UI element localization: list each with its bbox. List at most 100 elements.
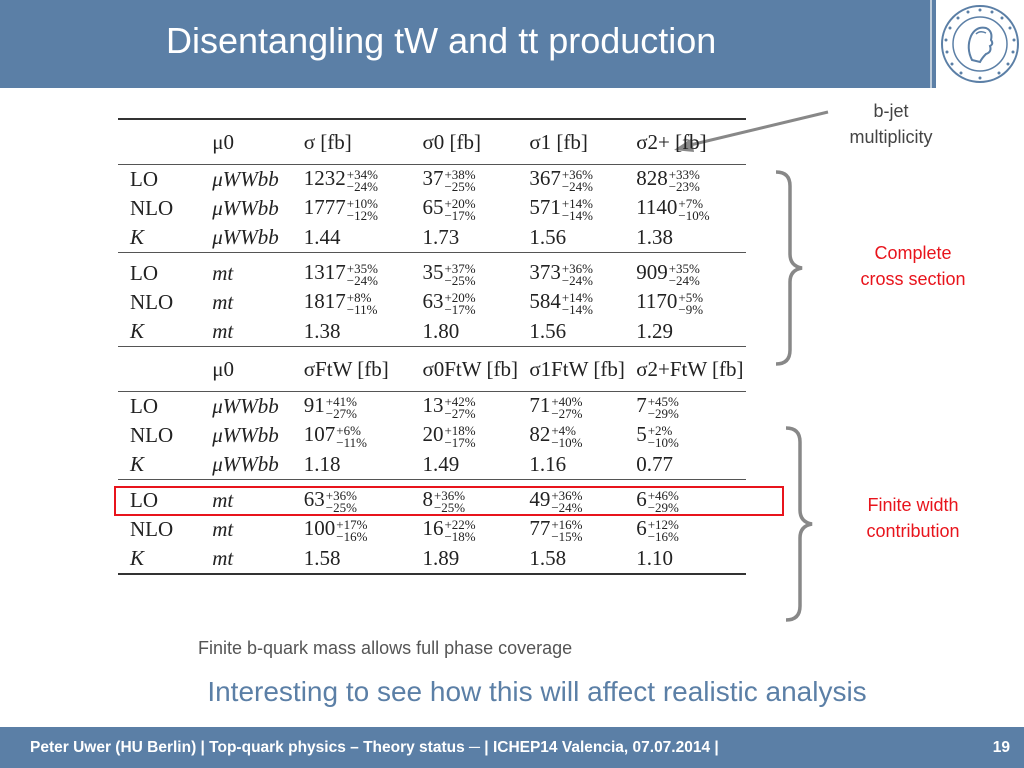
order-cell: NLO	[130, 423, 174, 447]
central-value: 1170	[636, 289, 678, 314]
uncertainty: +36% −24%	[561, 260, 593, 287]
value-cell: 909 +35% −24%	[636, 252, 746, 288]
uncertainty: +2% −10%	[647, 424, 679, 450]
central-value: 1.58	[529, 546, 567, 570]
uncertainty-up: +12%	[647, 516, 679, 532]
value-cell: 1.29	[636, 317, 746, 347]
order-cell: K	[130, 452, 145, 476]
uncertainty-down: −10%	[647, 434, 679, 450]
header-cell: σ2+ [fb]	[636, 118, 746, 165]
central-value: 5	[636, 422, 647, 447]
label-line: cross section	[860, 269, 966, 289]
scale-cell: mt	[212, 517, 234, 541]
central-value: 571	[529, 195, 561, 220]
uncertainty-up: +36%	[561, 166, 593, 182]
uncertainty-up: +46%	[647, 487, 679, 503]
table-row: LO mt 63 +36% −25% 8 +36% −25% 49 +36% −24% 6 +46% −2…	[118, 479, 746, 515]
uncertainty-down: −27%	[551, 405, 583, 421]
value-cell: 1.58	[303, 544, 423, 575]
scale-cell: μWWbb	[212, 196, 279, 220]
central-value: 1.38	[303, 319, 341, 343]
footer-text: Peter Uwer (HU Berlin) | Top-quark physi…	[30, 739, 719, 756]
uncertainty-down: −24%	[668, 272, 700, 288]
brace-icon	[775, 170, 803, 366]
central-value: 1.56	[529, 225, 567, 249]
footnote: Finite b-quark mass allows full phase co…	[198, 638, 573, 658]
uncertainty: +20% −17%	[444, 291, 475, 316]
uncertainty: +36% −25%	[326, 489, 357, 514]
uncertainty: +46% −29%	[647, 487, 679, 514]
value-cell: 1777 +10% −12%	[304, 194, 423, 223]
central-value: 1.49	[422, 452, 460, 476]
uncertainty-up: +37%	[444, 260, 476, 276]
header-cell: σ0FtW [fb]	[422, 346, 530, 392]
header-cell: σFtW [fb]	[303, 346, 423, 392]
uncertainty-up: +45%	[647, 393, 679, 409]
header-cell: σ1 [fb]	[529, 118, 637, 165]
scale-cell: μWWbb	[212, 225, 279, 249]
uncertainty-down: −17%	[444, 434, 476, 450]
value-cell: 1.80	[422, 317, 529, 347]
uncertainty: +36% −24%	[551, 489, 582, 514]
uncertainty-down: −24%	[561, 178, 593, 194]
uncertainty: +7% −10%	[678, 197, 709, 222]
value-cell: 1.38	[304, 317, 423, 347]
uncertainty-up: +36%	[561, 260, 593, 276]
central-value: 1.80	[422, 319, 460, 343]
uncertainty-down: −14%	[561, 301, 593, 317]
central-value: 1817	[303, 289, 346, 314]
value-cell: 1140 +7% −10%	[636, 194, 746, 223]
uncertainty: +10% −12%	[347, 197, 378, 222]
header-cell: μ0	[212, 346, 304, 392]
value-cell: 63 +20% −17%	[422, 288, 529, 317]
uncertainty: +42% −27%	[444, 395, 475, 420]
uncertainty-up: +22%	[444, 516, 476, 532]
central-value: 909	[636, 260, 668, 285]
uncertainty: +38% −25%	[444, 168, 475, 193]
order-cell: K	[130, 225, 145, 249]
value-cell: 584 +14% −14%	[529, 288, 636, 317]
uncertainty-up: +14%	[561, 195, 593, 211]
header-cell	[118, 118, 213, 165]
cross-section-table-container: μ0 σ [fb] σ0 [fb] σ1 [fb] σ2+ [fb] LO μWWbb 123…	[118, 118, 746, 626]
uncertainty-up: +20%	[444, 195, 476, 211]
value-cell: 107 +6% −11%	[304, 421, 423, 450]
table-row: LO mt 1317 +35% −24% 35 +37% −25% 373 +36% −24% 909…	[118, 252, 746, 288]
value-cell: 1232 +34% −24%	[303, 164, 423, 194]
scale-cell: mt	[212, 544, 304, 575]
central-value: 1140	[636, 195, 678, 220]
value-cell: 20 +18% −17%	[422, 421, 529, 450]
scale-cell: mt	[212, 319, 234, 343]
central-value: 63	[303, 487, 325, 512]
central-value: 91	[303, 393, 325, 418]
uncertainty-up: +16%	[551, 516, 583, 532]
label-line: multiplicity	[849, 127, 933, 147]
uncertainty: +37% −25%	[444, 260, 476, 287]
label-line: Finite width	[867, 495, 959, 515]
central-value: 828	[636, 166, 668, 191]
table-header-row: μ0 σ [fb] σ0 [fb] σ1 [fb] σ2+ [fb]	[118, 118, 746, 165]
university-seal-logo	[936, 0, 1024, 88]
uncertainty-down: −14%	[561, 207, 593, 223]
central-value: 1.18	[303, 452, 341, 476]
uncertainty: +14% −14%	[561, 195, 593, 223]
value-cell: 1317 +35% −24%	[303, 252, 423, 288]
order-cell: LO	[118, 164, 213, 194]
header-cell: σ1FtW [fb]	[529, 346, 637, 392]
uncertainty-down: −24%	[346, 178, 378, 194]
value-cell: 6 +46% −29%	[636, 479, 746, 515]
value-cell: 1.16	[529, 450, 636, 480]
table-row: NLO μWWbb 1777 +10% −12% 65 +20% −17% 571 +14% −14…	[118, 194, 746, 223]
value-cell: 367 +36% −24%	[529, 164, 637, 194]
value-cell: 571 +14% −14%	[529, 194, 636, 223]
uncertainty: +5% −9%	[678, 291, 703, 316]
slide-title: Disentangling tW and tt production	[166, 20, 717, 61]
uncertainty-down: −23%	[668, 178, 700, 194]
order-cell: NLO	[130, 290, 174, 314]
central-value: 13	[422, 393, 444, 418]
bjet-multiplicity-label: b-jet multiplicity	[828, 98, 954, 150]
table-row: LO μWWbb 1232 +34% −24% 37 +38% −25% 367 +36% −24%…	[118, 164, 746, 194]
order-cell: K	[118, 544, 213, 575]
